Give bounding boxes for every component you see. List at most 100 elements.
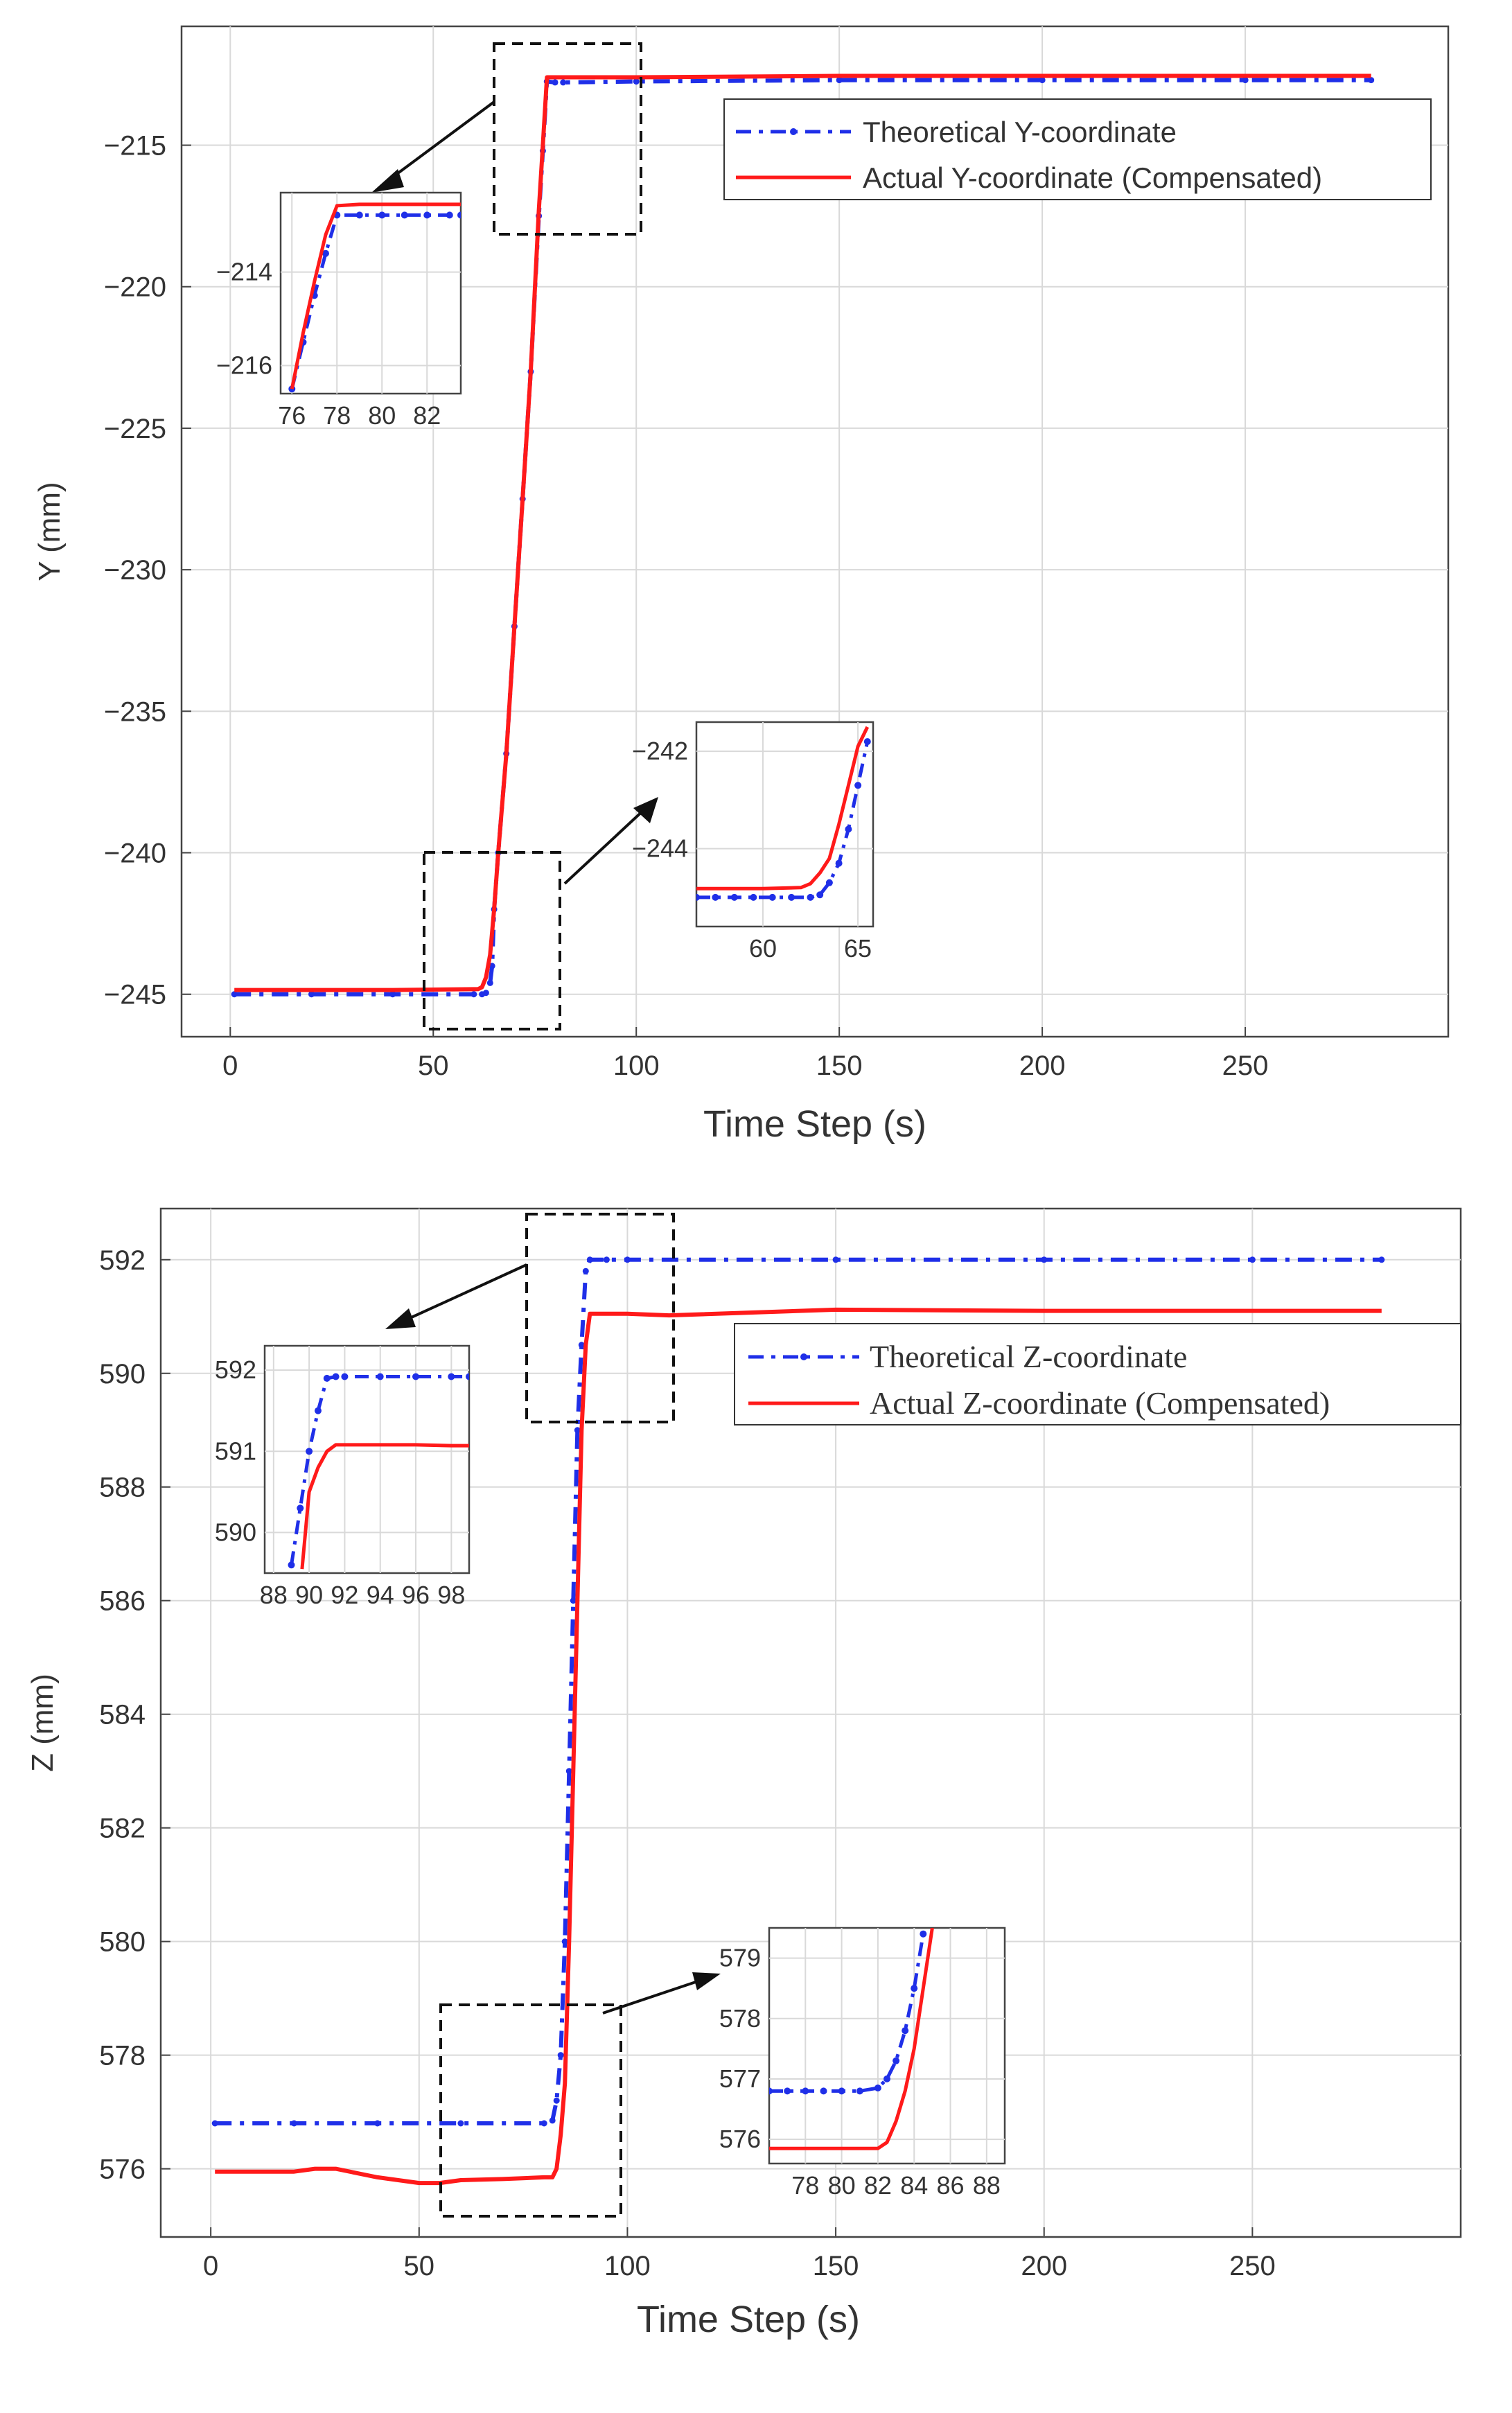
y-inset-bottom: 60 65 −242 −244 (632, 721, 874, 963)
y-tick-labels: 0 50 100 150 200 250 −215 −220 −225 −230 −235 −240 −… (104, 131, 1269, 1081)
z-inset-theoretical-point (306, 1448, 313, 1455)
z-inset-theoretical-point (332, 1373, 340, 1380)
y-inset-y-tick-label: −244 (632, 834, 688, 863)
z-inset-x-tick-label: 88 (260, 1581, 288, 1609)
z-zoom-arrow-top (405, 1263, 527, 1322)
y-theoretical-point (486, 979, 493, 986)
z-legend-box (734, 1323, 1461, 1425)
z-inset-bottom: 78 80 82 84 86 88 579 578 577 576 (719, 1927, 1006, 2200)
y-x-axis-label: Time Step (s) (703, 1103, 926, 1145)
z-inset-theoretical-point (802, 2087, 809, 2095)
z-inset-theoretical-point (784, 2087, 791, 2095)
z-inset-theoretical-point (466, 1373, 469, 1380)
y-series (231, 73, 1375, 998)
z-tick-labels: 0 50 100 150 200 250 592 590 588 586 584 582 580 578 5… (99, 1245, 1275, 2281)
z-inset-x-tick-label: 98 (437, 1581, 465, 1609)
y-legend: Theoretical Y-coordinate Actual Y-coordi… (723, 98, 1432, 200)
z-theoretical-point (570, 1597, 577, 1604)
z-legend: Theoretical Z-coordinate Actual Z-coordi… (734, 1323, 1461, 1425)
z-theoretical-point (1249, 1256, 1256, 1263)
z-inset-theoretical-point (820, 2087, 827, 2095)
z-zoom-arrow-bottom (602, 1979, 701, 2015)
y-legend-box (723, 98, 1432, 200)
y-y-tick-label: −225 (104, 414, 166, 444)
y-theoretical-point (231, 991, 238, 998)
y-inset-theoretical-point (825, 879, 833, 886)
y-theoretical-point (836, 77, 843, 84)
z-y-tick-label: 582 (99, 1814, 146, 1844)
z-inset-x-tick-label: 96 (402, 1581, 430, 1609)
z-x-tick-label: 250 (1229, 2251, 1276, 2281)
y-legend-theoretical-label: Theoretical Y-coordinate (863, 116, 1177, 148)
y-inset-x-tick-label: 60 (749, 934, 777, 963)
z-y-tick-label: 592 (99, 1245, 146, 1276)
z-inset-y-tick-label: 577 (719, 2064, 761, 2093)
z-theoretical-point (540, 2120, 547, 2127)
y-inset-theoretical-point (401, 211, 408, 219)
z-inset-theoretical-point (341, 1373, 349, 1380)
z-inset-x-tick-label: 94 (367, 1581, 394, 1609)
z-theoretical-point (1378, 1256, 1385, 1263)
z-inset-theoretical-point (911, 1985, 918, 1992)
z-inset-theoretical-point (884, 2075, 890, 2082)
z-inset-theoretical-point (769, 2087, 773, 2095)
y-theoretical-point (552, 79, 559, 86)
y-theoretical-point (1368, 77, 1375, 84)
z-inset-y-tick-label: 591 (215, 1437, 256, 1465)
z-inset-theoretical-point (315, 1407, 322, 1414)
z-theoretical-point (574, 1427, 581, 1434)
z-theoretical-point (457, 2120, 464, 2127)
y-inset-x-tick-label: 80 (368, 401, 396, 430)
y-inset-y-tick-label: −214 (216, 258, 272, 286)
z-theoretical-point (561, 1938, 568, 1945)
z-inset-theoretical-point (288, 1561, 295, 1569)
y-inset-theoretical-point (355, 211, 363, 219)
y-y-tick-label: −245 (104, 980, 166, 1010)
z-y-tick-label: 590 (99, 1359, 146, 1389)
z-actual-line (215, 1307, 1382, 2186)
y-y-tick-label: −235 (104, 696, 166, 727)
z-inset-y-tick-label: 576 (719, 2125, 761, 2153)
z-inset-theoretical-point (297, 1504, 304, 1512)
y-zoom-arrow-bottom-head (633, 797, 658, 823)
y-inset-theoretical-point (378, 211, 386, 219)
y-y-tick-label: −230 (104, 555, 166, 586)
y-inset-theoretical-point (845, 825, 852, 833)
y-theoretical-point (308, 991, 315, 998)
y-inset-theoretical-point (457, 211, 461, 219)
z-theoretical-point (557, 2052, 564, 2059)
z-inset-theoretical-point (920, 1930, 927, 1938)
z-inset-x-tick-label: 78 (791, 2171, 819, 2200)
y-inset-theoretical-point (863, 738, 871, 746)
z-x-tick-label: 0 (203, 2251, 218, 2281)
y-zoom-arrow-top (385, 100, 495, 183)
y-zoom-box-bottom (423, 851, 561, 1030)
z-legend-theoretical-marker (800, 1353, 807, 1360)
z-inset-plot-area (768, 1927, 1006, 2165)
y-inset-x-tick-label: 76 (278, 401, 306, 430)
y-inset-x-tick-label: 65 (844, 934, 872, 963)
y-inset-theoretical-point (807, 893, 814, 901)
y-x-tick-label: 200 (1019, 1051, 1066, 1081)
z-inset-actual-line (300, 1443, 469, 1570)
z-legend-actual-label: Actual Z-coordinate (Compensated) (870, 1385, 1330, 1421)
z-inset-x-tick-label: 82 (864, 2171, 892, 2200)
z-inset-x-tick-label: 84 (900, 2171, 928, 2200)
y-zoom-arrow-top-head (371, 169, 404, 193)
z-inset-y-tick-label: 592 (215, 1355, 256, 1384)
z-inset-x-tick-label: 80 (828, 2171, 856, 2200)
y-inset-theoretical-point (322, 249, 329, 257)
y-theoretical-point (489, 963, 495, 969)
z-theoretical-point (374, 2120, 381, 2127)
z-x-tick-label: 150 (813, 2251, 859, 2281)
z-theoretical-point (553, 2097, 560, 2104)
z-inset-theoretical-point (893, 2057, 900, 2064)
y-inset-actual-line (696, 726, 870, 890)
z-y-tick-label: 584 (99, 1700, 146, 1730)
y-inset-theoretical-point (768, 893, 776, 901)
y-legend-theoretical-marker (790, 128, 797, 135)
z-zoom-arrow-bottom-head (692, 1972, 721, 1990)
z-zoom-arrow-top-head (385, 1308, 416, 1329)
z-theoretical-point (211, 2120, 218, 2127)
